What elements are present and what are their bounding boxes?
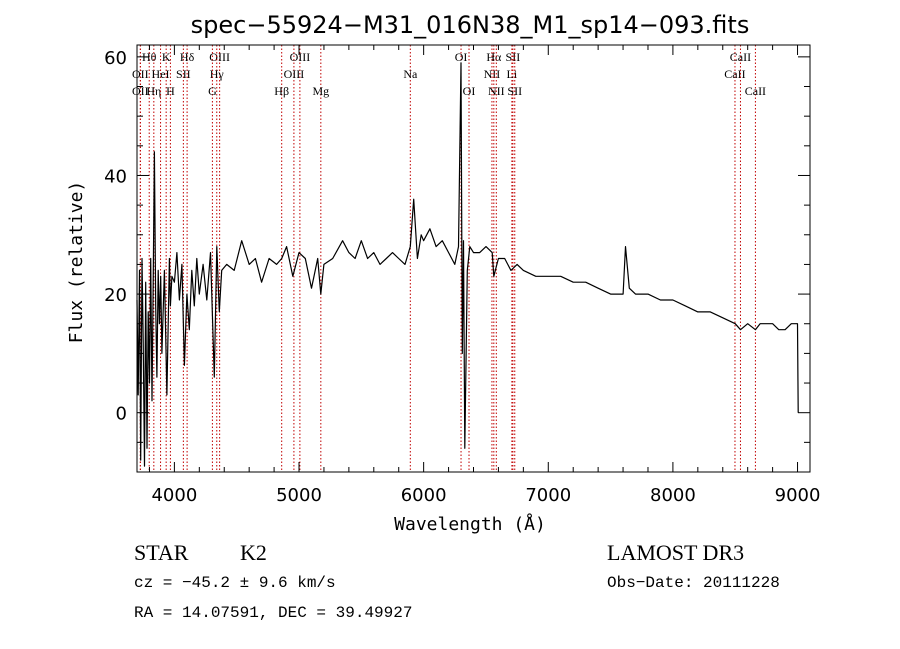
redshift-readout: cz = −45.2 ± 9.6 km/s — [134, 574, 336, 592]
marker-label: OI — [455, 50, 468, 64]
x-tick-label: 6000 — [401, 485, 447, 506]
coordinates-readout: RA = 14.07591, DEC = 39.49927 — [134, 604, 413, 622]
marker-label: SII — [506, 50, 521, 64]
object-class: STAR — [134, 540, 189, 565]
x-tick-label: 4000 — [151, 485, 197, 506]
marker-label: CaII — [724, 67, 745, 81]
chart-title: spec−55924−M31_016N38_M1_sp14−093.fits — [191, 11, 750, 39]
marker-label: OII — [132, 84, 149, 98]
marker-label: Hδ — [180, 50, 195, 64]
marker-label: G — [208, 84, 217, 98]
marker-label: SII — [507, 84, 522, 98]
marker-label: Hα — [486, 50, 502, 64]
marker-label: Hγ — [210, 67, 225, 81]
marker-label: CaII — [745, 84, 766, 98]
marker-label: Hη — [146, 84, 161, 98]
x-tick-label: 8000 — [650, 485, 696, 506]
marker-label: OIII — [209, 50, 230, 64]
marker-label: Mg — [312, 84, 329, 98]
x-tick-label: 9000 — [775, 485, 821, 506]
marker-label: Na — [403, 67, 418, 81]
marker-label: HeI — [152, 67, 170, 81]
marker-label: OI — [463, 84, 476, 98]
marker-label: NII — [484, 67, 501, 81]
marker-label: Hθ — [142, 50, 157, 64]
marker-label: Hβ — [274, 84, 289, 98]
y-tick-label: 20 — [104, 285, 127, 306]
x-axis-label: Wavelength (Å) — [394, 513, 546, 535]
observation-date: Obs−Date: 20111228 — [607, 574, 780, 592]
marker-label: OIII — [284, 67, 305, 81]
marker-label: H — [166, 84, 175, 98]
plot-frame — [136, 44, 811, 473]
x-tick-label: 5000 — [276, 485, 322, 506]
marker-label: K — [162, 50, 171, 64]
spectrum-series — [136, 62, 799, 467]
y-tick-label: 60 — [104, 48, 127, 69]
marker-label: NII — [488, 84, 505, 98]
marker-label: OIII — [290, 50, 311, 64]
x-tick-label: 7000 — [525, 485, 571, 506]
y-tick-label: 0 — [116, 404, 127, 425]
spectrum-line — [136, 62, 799, 467]
marker-label: Li — [507, 67, 518, 81]
plot-axes: 4000 5000 6000 7000 8000 9000 0 20 40 60 — [104, 44, 821, 506]
y-tick-label: 40 — [104, 166, 127, 187]
object-subclass: K2 — [240, 540, 267, 565]
marker-label: SII — [176, 67, 191, 81]
y-axis-label: Flux (relative) — [66, 181, 87, 344]
marker-label: CaII — [730, 50, 751, 64]
survey-name: LAMOST DR3 — [607, 540, 745, 565]
